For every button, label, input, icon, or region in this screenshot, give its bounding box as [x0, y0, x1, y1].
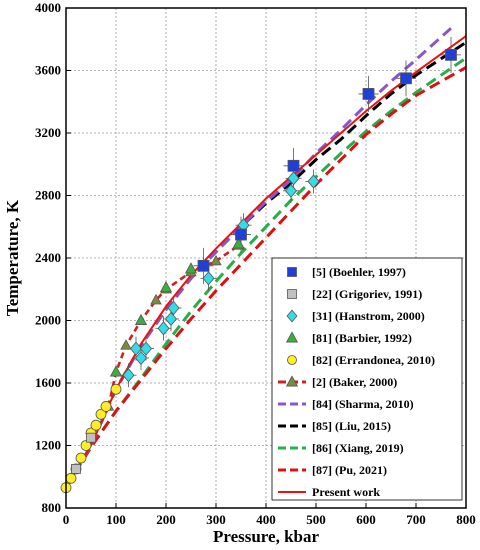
- errandonea-point: [75, 452, 87, 464]
- y-tick-label: 1200: [35, 438, 61, 453]
- y-axis-title: Temperature, K: [3, 199, 22, 316]
- legend-label: [31] (Hanstrom, 2000): [312, 309, 425, 323]
- y-axis-ticks: 800 1200 1600 2000 2400 2800 3200 3600 4000: [35, 0, 71, 515]
- y-tick-label: 4000: [35, 0, 61, 15]
- y-tick-label: 2800: [35, 188, 61, 203]
- x-tick-label: 0: [63, 512, 70, 527]
- barbier-point: [109, 365, 123, 377]
- x-tick-label: 800: [456, 512, 476, 527]
- legend-marker: [287, 355, 297, 365]
- barbier-point: [184, 262, 198, 274]
- x-tick-label: 600: [356, 512, 376, 527]
- boehler-point: [287, 159, 300, 172]
- legend-label: [84] (Sharma, 2010): [312, 397, 414, 411]
- legend-label: [87] (Pu, 2021): [312, 463, 387, 477]
- hanstrom-point: [287, 171, 300, 186]
- errandonea-point: [65, 472, 77, 484]
- hanstrom-point: [134, 350, 148, 366]
- baker-point: [120, 339, 132, 350]
- legend-marker: [285, 375, 299, 387]
- barbier-point: [232, 237, 245, 249]
- y-tick-label: 2000: [35, 313, 61, 328]
- baker-point: [210, 254, 222, 266]
- hanstrom-point: [202, 271, 215, 286]
- boehler-point: [400, 72, 412, 85]
- hanstrom-point: [284, 183, 298, 198]
- x-axis-ticks: 0 100 200 300 400 500 600 700 800: [63, 503, 476, 527]
- legend-label: [2] (Baker, 2000): [312, 375, 397, 389]
- hanstrom-point: [157, 321, 170, 336]
- legend-label: [22] (Grigoriev, 1991): [312, 287, 422, 301]
- legend-label: Present work: [312, 485, 380, 499]
- legend-marker: [287, 289, 297, 299]
- y-tick-label: 3600: [35, 63, 61, 78]
- legend-marker: [287, 267, 297, 277]
- errandonea-point: [110, 383, 122, 395]
- errandonea-point: [90, 419, 102, 431]
- hanstrom-point: [164, 311, 178, 327]
- boehler-point: [197, 259, 210, 272]
- boehler-point: [445, 48, 457, 61]
- legend-label: [82] (Errandonea, 2010): [312, 353, 435, 367]
- hanstrom-point: [129, 341, 143, 356]
- legend-box: [271, 257, 463, 501]
- legend-label: [5] (Boehler, 1997): [312, 265, 406, 279]
- series-line-9: [64, 66, 467, 489]
- x-tick-label: 100: [106, 512, 126, 527]
- data-markers: [60, 48, 457, 494]
- x-tick-label: 300: [206, 512, 226, 527]
- errandonea-point: [95, 408, 107, 420]
- legend-label: [86] (Xiang, 2019): [312, 441, 404, 455]
- grigoriev-point: [86, 432, 96, 443]
- x-tick-label: 200: [156, 512, 176, 527]
- errandonea-point: [80, 440, 92, 451]
- y-tick-label: 3200: [35, 125, 61, 140]
- x-tick-label: 500: [306, 512, 326, 527]
- legend-label: [81] (Barbier, 1992): [312, 331, 412, 345]
- legend: [5] (Boehler, 1997) [22] (Grigoriev, 1991…: [271, 257, 463, 501]
- baker-point: [150, 293, 162, 305]
- boehler-point: [362, 88, 375, 100]
- legend-label: [85] (Liu, 2015): [312, 419, 391, 433]
- legend-marker: [285, 331, 299, 343]
- hanstrom-point: [307, 174, 320, 189]
- boehler-point: [235, 228, 247, 241]
- barbier-point: [159, 281, 173, 293]
- errandonea-point: [100, 401, 112, 412]
- x-axis-title: Pressure, kbar: [213, 527, 320, 546]
- legend-marker: [286, 309, 298, 323]
- x-tick-label: 400: [256, 512, 276, 527]
- y-tick-label: 1600: [35, 375, 61, 390]
- hanstrom-point: [122, 368, 135, 383]
- x-tick-label: 700: [406, 512, 426, 527]
- hanstrom-point: [167, 300, 180, 316]
- hanstrom-point: [139, 341, 153, 356]
- barbier-point: [134, 313, 148, 325]
- y-tick-label: 2400: [35, 250, 61, 265]
- y-tick-label: 800: [42, 500, 62, 515]
- grigoriev-point: [71, 464, 81, 474]
